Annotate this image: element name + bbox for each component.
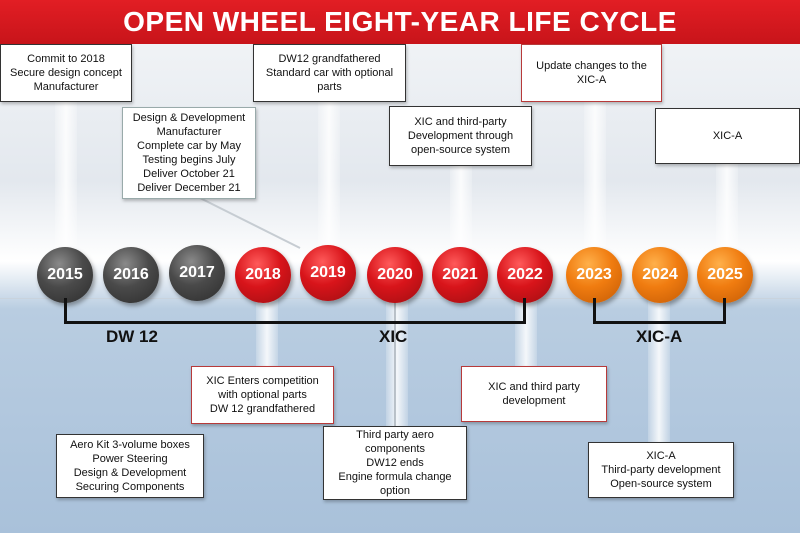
year-2022: 2022 <box>497 247 553 303</box>
year-2024: 2024 <box>632 247 688 303</box>
callout-dw12-grandfathered: DW12 grandfathered Standard car with opt… <box>253 44 406 102</box>
callout-update-changes: Update changes to the XIC-A <box>521 44 662 102</box>
pillar <box>716 160 738 260</box>
bracket-dw12-xic <box>64 298 526 324</box>
group-label-dw12: DW 12 <box>106 327 158 346</box>
callout-xic-third-party-dev: XIC and third party development <box>461 366 607 422</box>
pillar <box>450 165 472 255</box>
callout-xic-third-party: XIC and third-party Development through … <box>389 106 532 166</box>
year-2015: 2015 <box>37 247 93 303</box>
pillar <box>648 298 670 443</box>
year-2025: 2025 <box>697 247 753 303</box>
callout-xica-top: XIC-A <box>655 108 800 164</box>
pillar <box>318 100 340 260</box>
callout-third-party-aero: Third party aero components DW12 ends En… <box>323 426 467 500</box>
callout-xic-enters: XIC Enters competition with optional par… <box>191 366 334 424</box>
year-2016: 2016 <box>103 247 159 303</box>
callout-design-development: Design & Development Manufacturer Comple… <box>122 107 256 199</box>
year-2018: 2018 <box>235 247 291 303</box>
pillar <box>386 298 408 428</box>
pillar <box>584 100 606 260</box>
bracket-xica <box>593 298 726 324</box>
callout-commit-2018: Commit to 2018 Secure design concept Man… <box>0 44 132 102</box>
pillar <box>256 298 278 368</box>
group-label-xic: XIC <box>379 327 408 346</box>
callout-xica-bottom: XIC-A Third-party development Open-sourc… <box>588 442 734 498</box>
year-2017: 2017 <box>169 245 225 301</box>
year-2021: 2021 <box>432 247 488 303</box>
year-2020: 2020 <box>367 247 423 303</box>
pillar <box>515 298 537 368</box>
page-title: OPEN WHEEL EIGHT-YEAR LIFE CYCLE <box>0 0 800 44</box>
year-2019: 2019 <box>300 245 356 301</box>
group-label-xica: XIC-A <box>636 327 683 346</box>
callout-aero-kit: Aero Kit 3-volume boxes Power Steering D… <box>56 434 204 498</box>
year-2023: 2023 <box>566 247 622 303</box>
